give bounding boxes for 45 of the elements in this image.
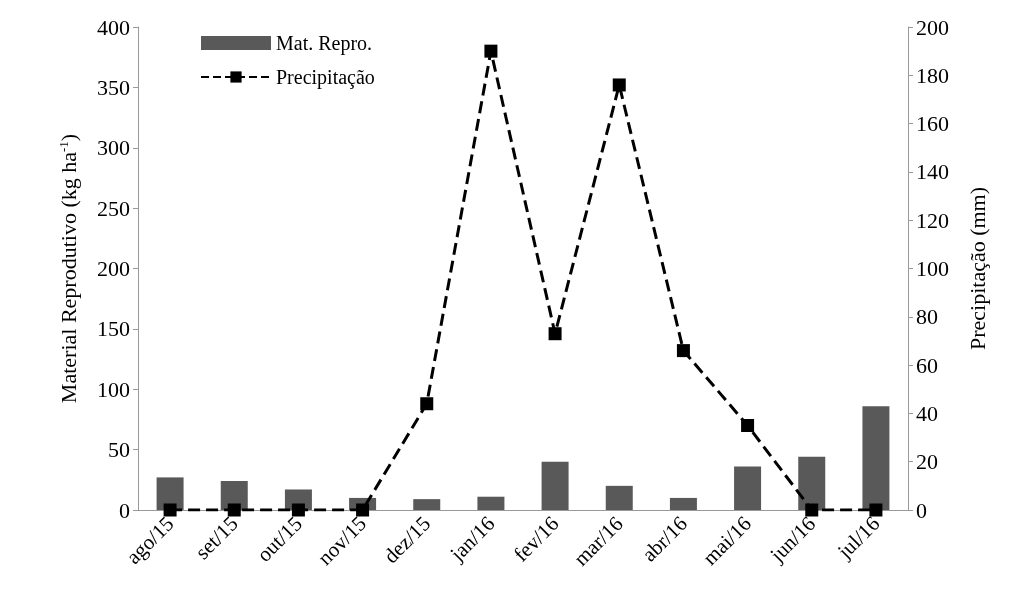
y-tick-label: 250	[97, 195, 130, 221]
y-tick-label: 50	[108, 437, 130, 463]
bar	[477, 496, 505, 510]
y2-tick-label: 0	[916, 497, 927, 523]
point	[741, 418, 755, 432]
point	[356, 503, 370, 517]
y2-tick-label: 140	[916, 159, 949, 185]
y-axis-title: Material Reprodutivo (kg ha-1)	[56, 133, 81, 404]
bar	[734, 466, 762, 510]
bar	[862, 406, 890, 510]
point	[484, 44, 498, 58]
y2-tick-label: 120	[916, 207, 949, 233]
bar	[541, 461, 569, 510]
bar	[413, 499, 441, 510]
y2-tick-label: 160	[916, 111, 949, 137]
bar	[798, 456, 826, 510]
y2-tick-label: 20	[916, 449, 938, 475]
y2-tick-label: 80	[916, 304, 938, 330]
y2-tick-label: 180	[916, 62, 949, 88]
point	[805, 503, 819, 517]
point	[420, 397, 434, 411]
y-tick-label: 100	[97, 376, 130, 402]
point	[291, 503, 305, 517]
point	[163, 503, 177, 517]
point	[227, 503, 241, 517]
bar	[156, 477, 184, 510]
y-tick-label: 300	[97, 135, 130, 161]
point	[612, 78, 626, 92]
point	[676, 344, 690, 358]
y2-tick-label: 60	[916, 352, 938, 378]
y-tick-label: 350	[97, 74, 130, 100]
y2-tick-label: 200	[916, 14, 949, 40]
y-tick-label: 200	[97, 256, 130, 281]
legend-label: Precipitação	[276, 66, 375, 89]
bar	[669, 497, 697, 510]
point	[548, 327, 562, 341]
y-tick-label: 150	[97, 316, 130, 342]
y2-tick-label: 40	[916, 400, 938, 426]
y-tick-label: 400	[97, 14, 130, 40]
y2-axis-title: Precipitação (mm)	[964, 186, 990, 351]
y-tick-label: 0	[119, 497, 130, 523]
y2-tick-label: 100	[916, 256, 949, 281]
point	[869, 503, 883, 517]
legend-label: Mat. Repro.	[276, 32, 373, 55]
bar	[605, 485, 633, 510]
